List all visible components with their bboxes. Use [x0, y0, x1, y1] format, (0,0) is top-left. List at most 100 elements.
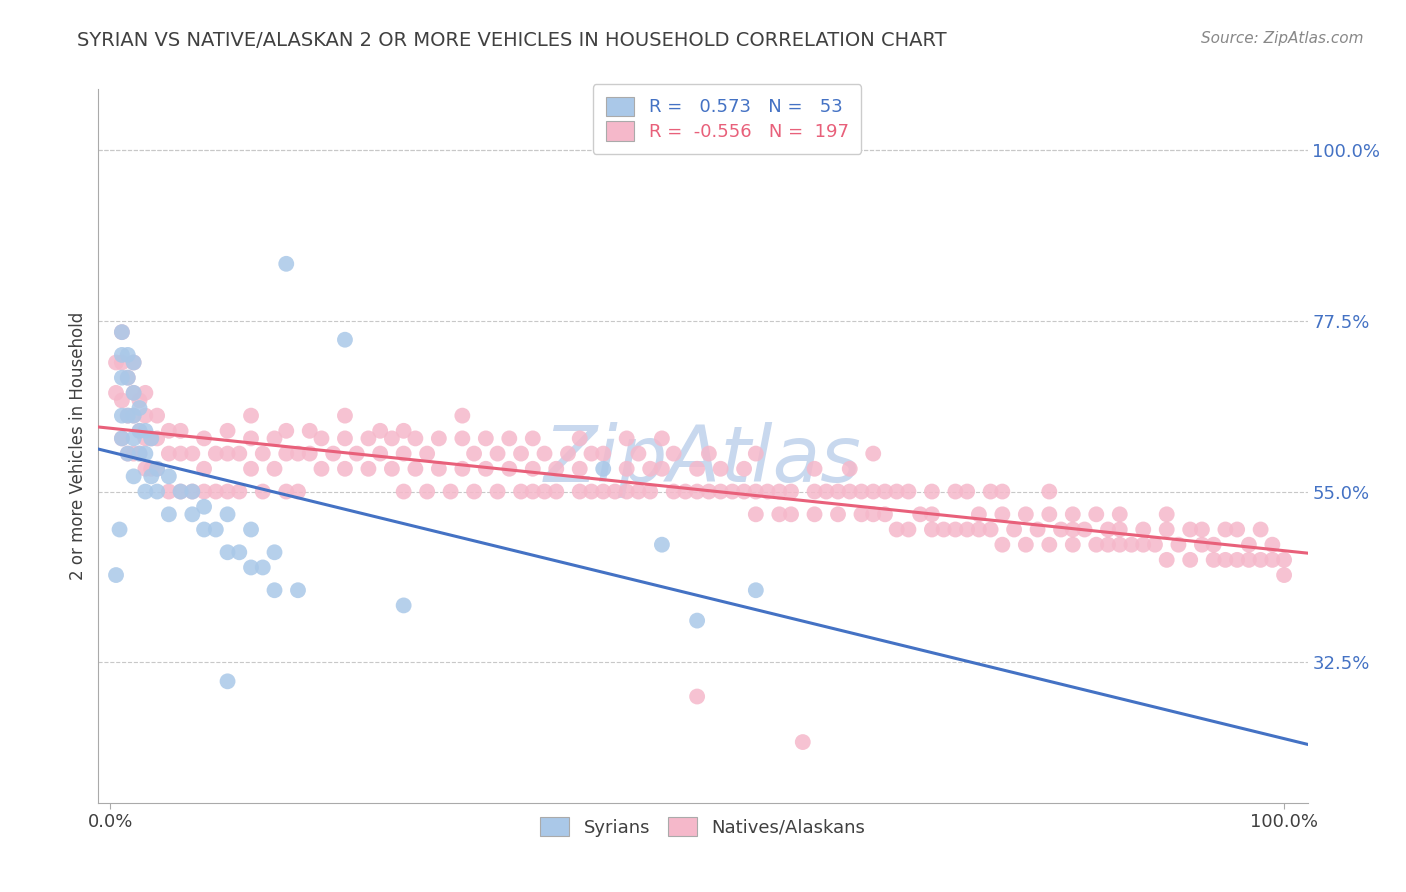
Point: [827, 484, 849, 499]
Point: [921, 484, 943, 499]
Point: [111, 325, 134, 339]
Point: [111, 355, 134, 369]
Point: [287, 484, 309, 499]
Point: [287, 447, 309, 461]
Point: [522, 484, 544, 499]
Point: [128, 393, 150, 408]
Point: [392, 447, 415, 461]
Point: [117, 348, 139, 362]
Point: [980, 484, 1002, 499]
Point: [1062, 538, 1084, 552]
Point: [157, 508, 180, 522]
Point: [756, 484, 779, 499]
Point: [510, 484, 533, 499]
Point: [721, 484, 744, 499]
Point: [404, 462, 426, 476]
Point: [897, 484, 920, 499]
Point: [651, 538, 673, 552]
Point: [111, 431, 134, 445]
Point: [838, 462, 860, 476]
Point: [134, 385, 156, 400]
Point: [122, 409, 145, 423]
Point: [439, 484, 461, 499]
Point: [1261, 553, 1284, 567]
Point: [122, 431, 145, 445]
Point: [134, 484, 156, 499]
Point: [697, 447, 720, 461]
Point: [1121, 538, 1143, 552]
Point: [105, 355, 128, 369]
Point: [157, 469, 180, 483]
Point: [1026, 523, 1049, 537]
Point: [686, 484, 709, 499]
Point: [1015, 538, 1038, 552]
Point: [117, 447, 139, 461]
Point: [522, 431, 544, 445]
Point: [475, 431, 498, 445]
Point: [1272, 568, 1295, 582]
Point: [686, 462, 709, 476]
Point: [921, 523, 943, 537]
Point: [117, 409, 139, 423]
Point: [134, 462, 156, 476]
Point: [1167, 538, 1189, 552]
Point: [181, 447, 204, 461]
Point: [128, 447, 150, 461]
Point: [181, 484, 204, 499]
Point: [1272, 553, 1295, 567]
Point: [217, 484, 239, 499]
Point: [733, 462, 755, 476]
Point: [252, 447, 274, 461]
Point: [392, 484, 415, 499]
Point: [1215, 553, 1237, 567]
Point: [697, 484, 720, 499]
Point: [651, 462, 673, 476]
Point: [228, 545, 250, 559]
Point: [533, 447, 555, 461]
Point: [1097, 523, 1119, 537]
Point: [1191, 523, 1213, 537]
Point: [662, 447, 685, 461]
Point: [204, 523, 226, 537]
Point: [932, 523, 955, 537]
Point: [745, 508, 768, 522]
Legend: Syrians, Natives/Alaskans: Syrians, Natives/Alaskans: [533, 809, 873, 844]
Point: [546, 484, 568, 499]
Point: [252, 484, 274, 499]
Point: [181, 508, 204, 522]
Point: [908, 508, 931, 522]
Point: [240, 409, 263, 423]
Point: [780, 484, 803, 499]
Point: [1191, 538, 1213, 552]
Point: [862, 447, 884, 461]
Point: [486, 447, 509, 461]
Point: [181, 484, 204, 499]
Point: [108, 523, 131, 537]
Point: [111, 409, 134, 423]
Point: [991, 508, 1014, 522]
Point: [1237, 538, 1260, 552]
Point: [146, 462, 169, 476]
Point: [141, 431, 163, 445]
Point: [122, 355, 145, 369]
Point: [768, 484, 790, 499]
Point: [357, 462, 380, 476]
Text: SYRIAN VS NATIVE/ALASKAN 2 OR MORE VEHICLES IN HOUSEHOLD CORRELATION CHART: SYRIAN VS NATIVE/ALASKAN 2 OR MORE VEHIC…: [77, 31, 948, 50]
Point: [1180, 523, 1202, 537]
Point: [146, 409, 169, 423]
Point: [117, 409, 139, 423]
Point: [134, 409, 156, 423]
Point: [122, 355, 145, 369]
Point: [886, 484, 908, 499]
Point: [945, 484, 967, 499]
Text: Source: ZipAtlas.com: Source: ZipAtlas.com: [1201, 31, 1364, 46]
Point: [768, 508, 790, 522]
Point: [427, 431, 450, 445]
Point: [240, 431, 263, 445]
Point: [240, 523, 263, 537]
Point: [862, 508, 884, 522]
Point: [240, 560, 263, 574]
Point: [217, 674, 239, 689]
Point: [522, 462, 544, 476]
Point: [956, 523, 979, 537]
